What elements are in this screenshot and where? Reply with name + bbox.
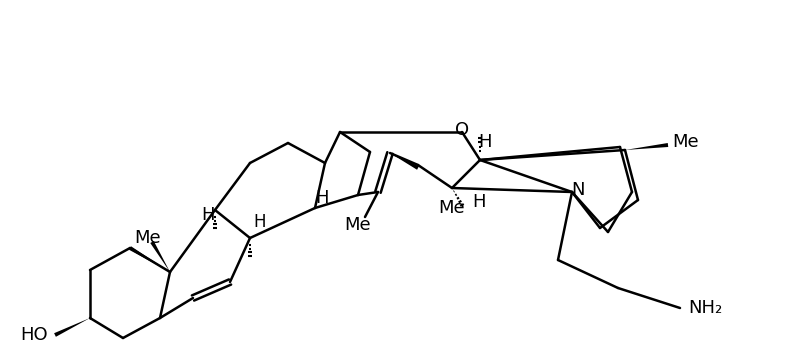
Text: N: N: [571, 181, 585, 199]
Polygon shape: [625, 143, 668, 150]
Polygon shape: [129, 246, 170, 272]
Text: Me: Me: [438, 199, 465, 217]
Text: HO: HO: [20, 326, 48, 344]
Text: H: H: [316, 189, 329, 207]
Text: H: H: [201, 206, 215, 224]
Text: H: H: [472, 193, 486, 211]
Text: O: O: [455, 121, 469, 139]
Polygon shape: [54, 318, 90, 337]
Text: H: H: [478, 133, 492, 151]
Text: Me: Me: [672, 133, 699, 151]
Text: Me: Me: [135, 229, 161, 247]
Text: Me: Me: [345, 216, 371, 234]
Polygon shape: [150, 241, 170, 272]
Text: NH₂: NH₂: [688, 299, 722, 317]
Text: H: H: [253, 213, 265, 231]
Polygon shape: [390, 153, 419, 170]
